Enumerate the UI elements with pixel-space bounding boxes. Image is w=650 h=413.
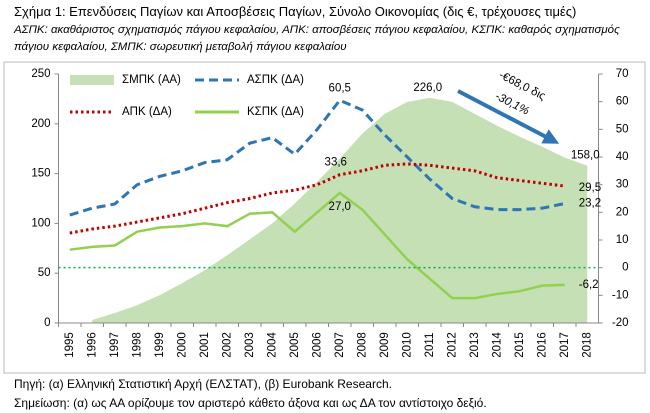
line (69, 98, 566, 217)
y-tick-label: 50 (38, 267, 51, 279)
x-tick-label: 2012 (446, 332, 458, 358)
x-tick-label: 2009 (379, 332, 391, 358)
x-tick-label: 2008 (356, 332, 368, 358)
y2-tick-label: 70 (616, 68, 629, 80)
y2-tick-label: -10 (612, 289, 629, 301)
y2-tick-label: 30 (616, 179, 629, 191)
y2-tick-label: 50 (616, 123, 629, 135)
data-label: -6,2 (579, 279, 599, 291)
y-tick-label: 100 (31, 217, 50, 229)
source: Πηγή: (α) Ελληνική Στατιστική Αρχή (ΕΛΣΤ… (14, 377, 392, 391)
y-tick-label: 0 (44, 317, 50, 329)
y-tick-label: 200 (31, 118, 50, 130)
x-tick-label: 2016 (536, 332, 548, 358)
x-tick-label: 2001 (199, 332, 211, 358)
y2-tick-label: 20 (616, 206, 629, 218)
data-label: 60,5 (329, 82, 351, 94)
legend-label: ΚΣΠΚ (ΔΑ) (247, 106, 304, 118)
legend-label: ΑΠΚ (ΔΑ) (122, 106, 172, 118)
note: Σημείωση: (α) ως ΑΑ ορίζουμε τον αριστερ… (14, 396, 487, 410)
x-tick-label: 2011 (424, 333, 436, 358)
x-tick-label: 1999 (154, 332, 166, 358)
data-label: 33,6 (325, 157, 347, 169)
x-tick-label: 2000 (176, 332, 188, 358)
x-tick-label: 1997 (109, 332, 121, 358)
legend-label: ΑΣΠΚ (ΔΑ) (247, 74, 304, 86)
x-tick-label: 1998 (131, 332, 143, 358)
area (92, 97, 588, 324)
x-tick-label: 2017 (559, 332, 571, 358)
data-label: 29,5 (579, 182, 601, 194)
data-label: 27,0 (329, 201, 351, 213)
annotation-arrow (457, 89, 560, 144)
x-tick-label: 2015 (514, 332, 526, 358)
x-tick-label: 2005 (289, 332, 301, 358)
chart-subtitle: ΑΣΠΚ: ακαθάριστος σχηματισμός πάγιου κεφ… (14, 24, 620, 53)
data-label: 23,2 (579, 198, 601, 210)
y2-tick-label: 40 (616, 151, 629, 163)
data-label: 226,0 (413, 82, 442, 94)
legend-label: ΣΜΠΚ (ΑΑ) (122, 74, 181, 86)
x-tick-label: 2003 (244, 332, 256, 358)
y2-tick-label: 0 (622, 262, 628, 274)
x-tick-label: 2010 (401, 332, 413, 358)
line (69, 162, 565, 235)
y2-tick-label: -20 (612, 317, 629, 329)
y-tick-label: 150 (31, 168, 50, 180)
x-tick-label: 2007 (334, 332, 346, 358)
chart-frame (3, 61, 646, 374)
x-tick-label: 1995 (64, 332, 76, 358)
x-tick-label: 2018 (581, 332, 593, 358)
legend-swatch (70, 75, 114, 85)
data-label: 158,0 (571, 150, 600, 162)
x-tick-label: 2013 (469, 332, 481, 358)
chart-title: Σχήμα 1: Επενδύσεις Παγίων και Αποσβέσει… (14, 4, 577, 19)
y2-tick-label: 10 (616, 234, 629, 246)
x-tick-label: 2002 (221, 332, 233, 358)
x-tick-label: 2014 (491, 332, 503, 358)
x-tick-label: 2004 (266, 332, 278, 358)
x-tick-label: 2006 (311, 332, 323, 358)
y-tick-label: 250 (31, 68, 50, 80)
line (69, 191, 565, 300)
x-tick-label: 1996 (86, 332, 98, 358)
y2-tick-label: 60 (616, 96, 629, 108)
